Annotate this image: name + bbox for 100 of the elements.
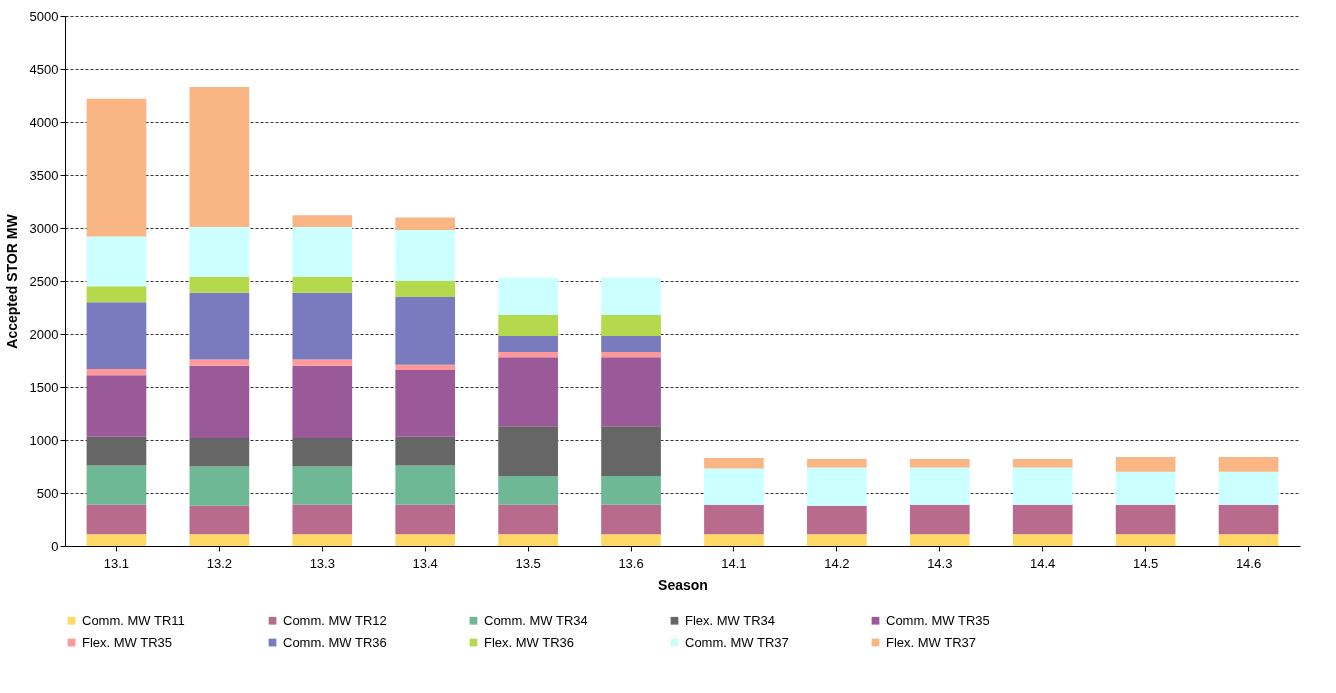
- y-tick-label: 0: [51, 538, 59, 554]
- y-tick-label: 2000: [29, 326, 59, 342]
- bar: [601, 314, 661, 337]
- bar: [704, 504, 764, 535]
- x-tick-label: 14.6: [1235, 555, 1262, 571]
- bar: [395, 465, 456, 505]
- bar: [86, 302, 147, 369]
- x-tick-label: 13.4: [412, 555, 438, 571]
- bar: [601, 336, 661, 353]
- bar: [292, 466, 353, 505]
- bar: [292, 534, 353, 546]
- bar: [86, 368, 147, 376]
- bar: [909, 467, 970, 505]
- bar: [189, 226, 250, 277]
- bar: [498, 426, 558, 477]
- bar: [909, 534, 970, 546]
- bar: [189, 365, 250, 438]
- y-tick-label: 500: [36, 485, 59, 501]
- bar: [498, 357, 558, 427]
- x-tick-label: 14.1: [721, 555, 747, 571]
- y-tick-label: 5000: [29, 8, 59, 24]
- bar: [292, 276, 353, 293]
- bar: [1218, 456, 1279, 472]
- bar: [909, 504, 970, 535]
- bar: [1012, 459, 1073, 468]
- bar: [1115, 504, 1176, 535]
- bar: [395, 370, 456, 437]
- x-tick-label: 14.2: [824, 555, 850, 571]
- bar: [1218, 534, 1279, 546]
- bar: [909, 459, 970, 468]
- bar: [86, 436, 147, 466]
- bar: [189, 292, 250, 360]
- bar: [1012, 467, 1073, 505]
- bar: [601, 277, 661, 315]
- x-tick-label: 13.6: [618, 555, 644, 571]
- bar: [807, 467, 867, 506]
- legend-label: Flex. MW TR37: [886, 634, 977, 650]
- x-tick-label: 13.3: [309, 555, 335, 571]
- bar: [1218, 471, 1279, 505]
- bar: [292, 359, 353, 366]
- bar: [189, 466, 250, 506]
- bar: [1115, 471, 1176, 505]
- bar: [807, 505, 867, 535]
- y-axis-title: Accepted STOR MW: [3, 213, 20, 349]
- bar: [1218, 504, 1279, 535]
- bar: [189, 437, 250, 467]
- bar: [704, 534, 764, 546]
- legend-label: Comm. MW TR12: [283, 612, 387, 628]
- bar: [189, 276, 250, 293]
- x-tick-label: 13.2: [206, 555, 233, 571]
- bar: [601, 352, 661, 358]
- y-tick-label: 1000: [29, 432, 59, 448]
- bar: [395, 281, 456, 297]
- x-tick-label: 13.5: [515, 555, 541, 571]
- bar: [395, 436, 456, 466]
- bar: [498, 336, 558, 353]
- bar: [395, 504, 456, 535]
- legend-label: Comm. MW TR34: [484, 612, 588, 628]
- bar: [292, 215, 353, 227]
- x-tick-label: 14.4: [1030, 555, 1056, 571]
- bar: [1012, 504, 1073, 535]
- bar: [395, 230, 456, 281]
- x-tick-label: 14.5: [1132, 555, 1159, 571]
- legend-label: Flex. MW TR36: [484, 634, 575, 650]
- bar: [1115, 456, 1176, 472]
- bar: [498, 277, 558, 315]
- bar: [498, 352, 558, 358]
- x-tick-label: 14.3: [927, 555, 953, 571]
- bar: [1012, 534, 1073, 546]
- bar: [86, 504, 147, 535]
- bar: [292, 504, 353, 535]
- bar: [807, 534, 867, 546]
- bar: [189, 534, 250, 546]
- bar: [292, 365, 353, 438]
- bar: [292, 292, 353, 360]
- bar: [292, 226, 353, 277]
- bar: [86, 465, 147, 505]
- y-tick-label: 3500: [29, 167, 59, 183]
- bar: [601, 426, 661, 477]
- bar: [498, 314, 558, 337]
- bar: [395, 296, 456, 365]
- legend-label: Flex. MW TR35: [82, 634, 173, 650]
- bar: [704, 468, 764, 505]
- x-tick-label: 13.1: [103, 555, 130, 571]
- bar: [86, 375, 147, 437]
- legend-label: Comm. MW TR37: [685, 634, 789, 650]
- bar: [1115, 534, 1176, 546]
- x-axis-title: Season: [658, 576, 708, 593]
- y-tick-label: 3000: [29, 220, 59, 236]
- legend-label: Comm. MW TR36: [283, 634, 387, 650]
- bar: [86, 286, 147, 303]
- bar: [601, 504, 661, 535]
- bar: [86, 236, 147, 287]
- bar: [86, 98, 147, 237]
- bar: [395, 364, 456, 371]
- bar: [807, 459, 867, 468]
- y-tick-label: 2500: [29, 273, 59, 289]
- legend-label: Comm. MW TR35: [886, 612, 990, 628]
- bar: [395, 217, 456, 231]
- bar: [86, 534, 147, 546]
